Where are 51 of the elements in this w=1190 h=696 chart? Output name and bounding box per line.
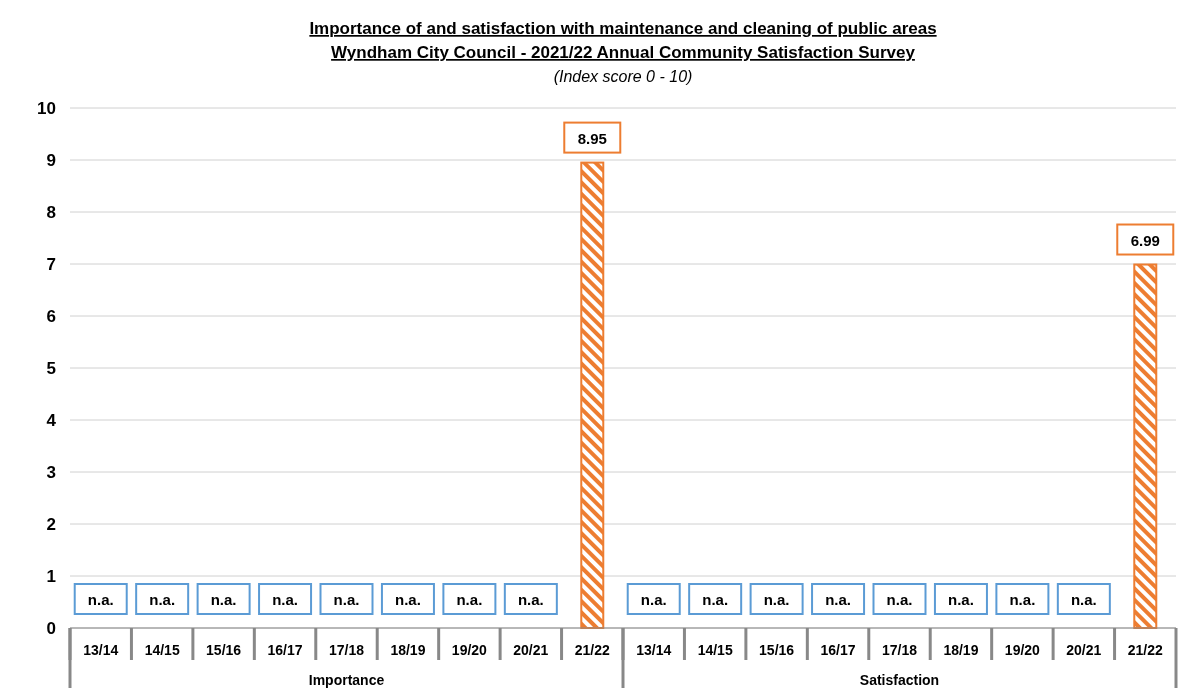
y-tick-label: 10: [37, 99, 56, 118]
text: n.a.: [395, 591, 421, 608]
x-tick-label: 13/14: [83, 642, 119, 658]
x-tick-label: 15/16: [206, 642, 242, 658]
data-label: 6.99: [1130, 231, 1160, 249]
text: n.a.: [702, 591, 729, 608]
text: n.a.: [763, 591, 790, 608]
y-tick-label: 4: [46, 411, 57, 430]
x-tick-label: 14/15: [697, 642, 733, 658]
y-tick-label: 6: [46, 307, 56, 326]
x-tick-label: 18/19: [943, 642, 979, 658]
x-tick-label: 17/18: [328, 642, 365, 658]
chart-subtitle: (Index score 0 - 10): [553, 68, 693, 85]
x-tick-label: 16/17: [820, 642, 856, 658]
x-tick-label: 16/17: [267, 642, 303, 658]
x-tick-label: 21/22: [1127, 642, 1163, 658]
x-tick-label: 13/14: [636, 642, 672, 658]
y-tick-label: 3: [46, 463, 56, 482]
text: n.a.: [272, 591, 298, 608]
x-tick-label: 19/20: [451, 642, 488, 658]
y-tick-label: 1: [46, 567, 56, 586]
text: n.a.: [1009, 591, 1036, 608]
x-tick-label: 18/19: [390, 642, 426, 658]
text: n.a.: [1070, 591, 1097, 608]
text: Importance: [308, 672, 385, 688]
x-tick-label: 15/16: [759, 642, 795, 658]
text: n.a.: [210, 591, 237, 608]
y-tick-label: 9: [46, 151, 56, 170]
y-tick-label: 0: [46, 619, 56, 638]
x-tick-label: 14/15: [144, 642, 180, 658]
y-tick-label: 2: [46, 515, 56, 534]
x-tick-label: 20/21: [513, 642, 549, 658]
x-tick-label: 21/22: [574, 642, 610, 658]
text: n.a.: [517, 591, 544, 608]
data-label: 8.95: [577, 129, 607, 147]
y-tick-label: 7: [46, 255, 56, 274]
y-tick-label: 5: [46, 359, 56, 378]
text: n.a.: [948, 591, 974, 608]
text: n.a.: [333, 591, 360, 608]
text: n.a.: [149, 591, 176, 608]
text: n.a.: [87, 591, 114, 608]
text: n.a.: [886, 591, 913, 608]
text: Satisfaction: [859, 672, 940, 688]
chart-title: Importance of and satisfaction with maintenance and cleaning of public areas Wyndham City Council - 2021/22 Annual Community Satisfaction Survey: [309, 19, 937, 62]
x-tick-label: 19/20: [1004, 642, 1041, 658]
y-tick-label: 8: [46, 203, 56, 222]
text: n.a.: [456, 591, 483, 608]
x-tick-label: 20/21: [1066, 642, 1102, 658]
text: n.a.: [825, 591, 851, 608]
x-tick-label: 17/18: [881, 642, 918, 658]
text: n.a.: [640, 591, 667, 608]
